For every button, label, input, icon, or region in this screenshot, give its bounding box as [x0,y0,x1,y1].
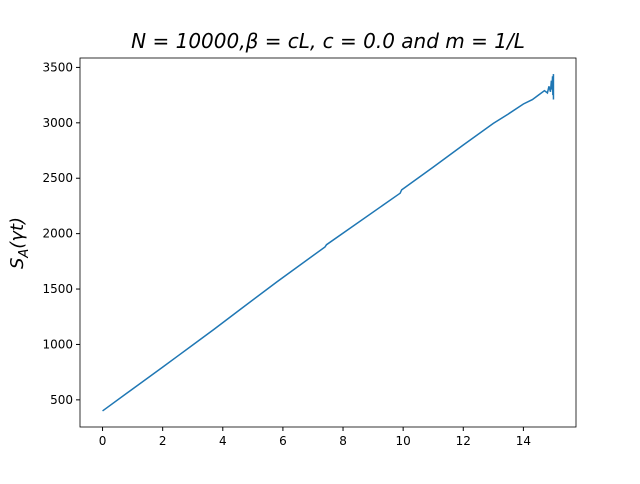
y-label-sub: A [17,249,32,259]
x-tick-label: 2 [159,434,167,448]
x-tick-label: 0 [99,434,107,448]
y-axis-label: SA(γt) [7,217,32,269]
x-tick-label: 4 [219,434,227,448]
chart-title: N = 10000,β = cL, c = 0.0 and m = 1/L [131,29,525,53]
y-tick-label: 500 [50,393,73,407]
y-tick-label: 1500 [42,282,73,296]
x-tick-label: 10 [396,434,411,448]
y-tick-label: 2000 [42,227,73,241]
y-label-rest: (γt) [7,217,28,249]
plot-frame [79,57,577,428]
y-tick-label: 3000 [42,116,73,130]
x-tick-label: 14 [516,434,531,448]
y-label-base: S [7,258,28,269]
x-tick-label: 8 [339,434,347,448]
y-tick-label: 1000 [42,337,73,351]
data-line [102,74,555,412]
x-tick-label: 12 [456,434,471,448]
x-tick-label: 6 [279,434,287,448]
y-tick-label: 3500 [42,60,73,74]
y-tick-label: 2500 [42,171,73,185]
